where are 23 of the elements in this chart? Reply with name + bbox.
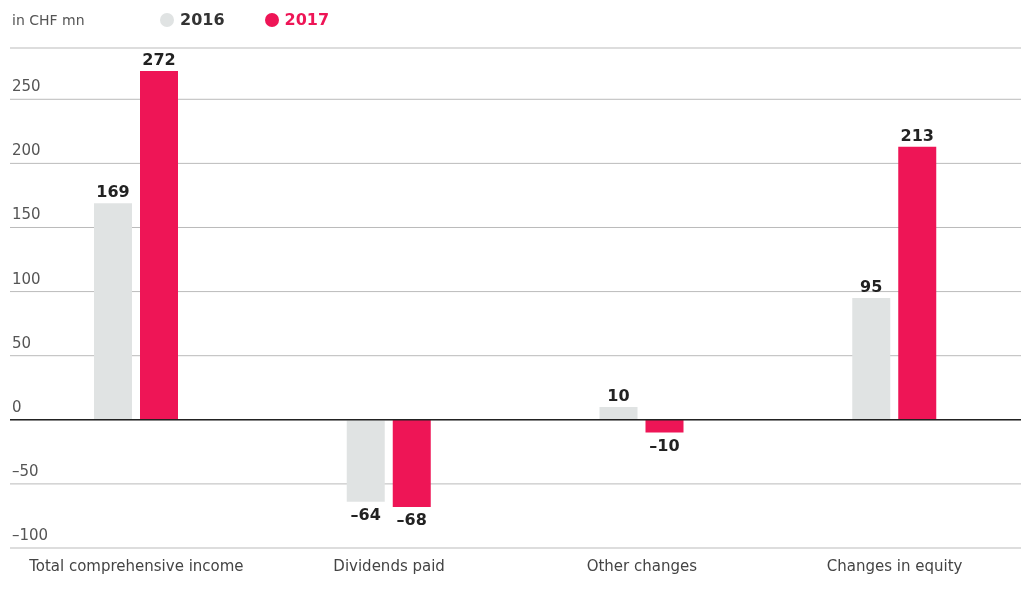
data-label: –10: [649, 435, 680, 455]
data-label: 169: [96, 182, 130, 202]
y-tick-label: 50: [12, 333, 32, 352]
data-label: –68: [396, 509, 427, 529]
y-tick-label: –100: [12, 526, 49, 544]
x-tick-label: Other changes: [586, 556, 698, 575]
data-label: 272: [142, 50, 176, 70]
y-axis-title: in CHF mn: [12, 12, 85, 28]
data-label: –64: [350, 504, 381, 524]
y-tick-label: 200: [12, 141, 41, 160]
legend-label: 2017: [284, 10, 330, 29]
y-tick-label: 250: [12, 77, 41, 96]
x-tick-label: Changes in equity: [826, 556, 963, 575]
x-tick-label: Total comprehensive income: [28, 556, 244, 575]
data-label: 10: [607, 385, 630, 405]
y-tick-label: 150: [12, 205, 41, 224]
y-tick-label: 100: [12, 269, 41, 288]
legend-label: 2016: [180, 10, 225, 29]
y-tick-label: 0: [12, 397, 22, 416]
data-label: 95: [860, 277, 883, 296]
data-label: 213: [900, 125, 934, 145]
x-tick-label: Dividends paid: [333, 556, 445, 575]
y-tick-label: –50: [12, 461, 39, 480]
